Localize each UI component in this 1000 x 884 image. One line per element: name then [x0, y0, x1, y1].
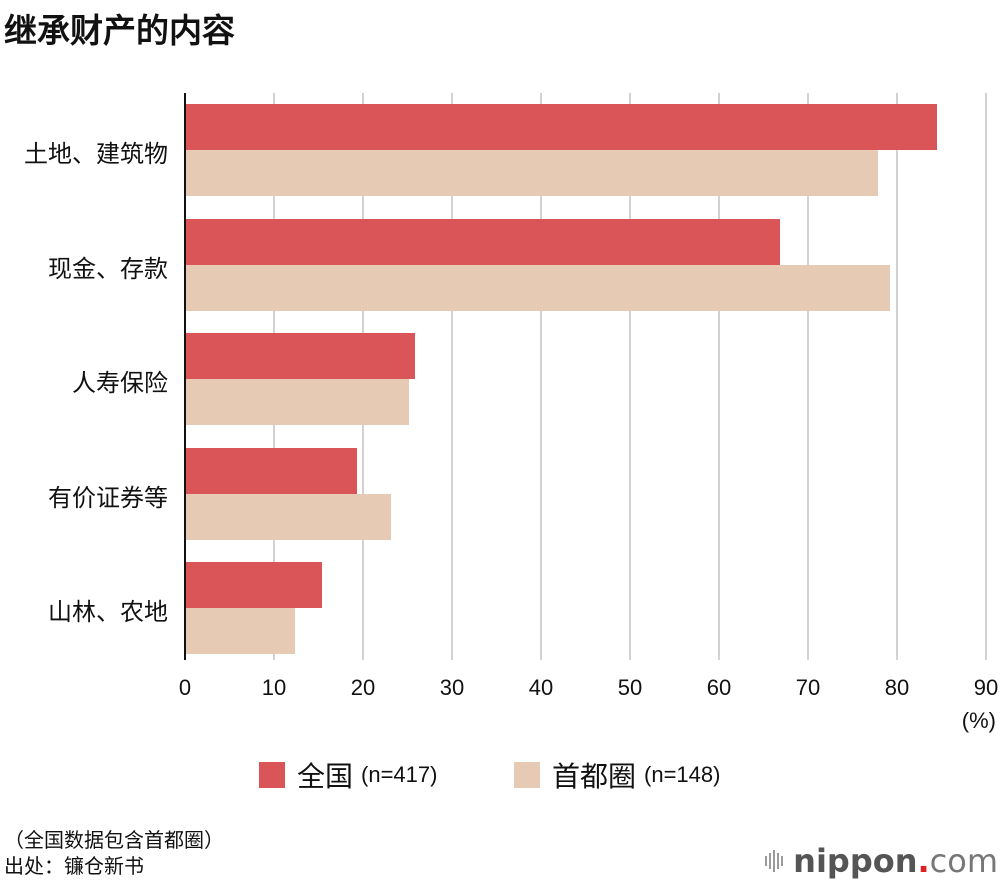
- category-label: 山林、农地: [48, 598, 168, 626]
- soundwave-icon: [765, 850, 785, 872]
- x-tick-label: 20: [350, 675, 376, 700]
- gridline: [807, 93, 809, 660]
- bar-capital-region: [186, 150, 879, 196]
- gridline: [540, 93, 542, 660]
- x-tick-label: 0: [178, 675, 192, 700]
- gridline: [985, 93, 987, 660]
- gridline: [451, 93, 453, 660]
- legend-sample-size: (n=148): [644, 762, 721, 787]
- bar-capital-region: [186, 379, 410, 425]
- x-tick-label: 30: [439, 675, 465, 700]
- gridline: [896, 93, 898, 660]
- category-label: 土地、建筑物: [24, 140, 168, 168]
- chart-legend: 全国 (n=417) 首都圈 (n=148): [0, 755, 1000, 795]
- bar-national: [186, 104, 938, 150]
- x-tick-label: 80: [884, 675, 910, 700]
- x-tick-label: 50: [617, 675, 643, 700]
- footnote: （全国数据包含首都圈）: [4, 828, 224, 852]
- category-label: 有价证券等: [48, 483, 168, 512]
- legend-item-national: 全国 (n=417): [259, 755, 437, 795]
- legend-sample-size: (n=417): [361, 762, 438, 787]
- legend-label: 首都圈: [552, 760, 637, 793]
- gridline: [629, 93, 631, 660]
- x-tick-label: 90: [973, 675, 999, 700]
- nippon-logo: nippon. com: [765, 842, 998, 880]
- bar-national: [186, 333, 415, 379]
- x-tick-label: 70: [795, 675, 821, 700]
- category-label: 人寿保险: [72, 369, 168, 397]
- source-note: 出处：镰仓新书: [4, 854, 144, 878]
- bar-national: [186, 447, 357, 494]
- legend-swatch: [259, 762, 285, 788]
- legend-swatch: [514, 762, 540, 788]
- axis-unit-label: (%): [961, 708, 996, 733]
- gridline: [718, 93, 720, 660]
- y-axis-line: [184, 93, 186, 660]
- legend-item-capital-region: 首都圈 (n=148): [514, 755, 720, 795]
- bar-capital-region: [186, 264, 890, 311]
- bar-national: [186, 562, 323, 608]
- chart-title: 继承财产的内容: [4, 11, 235, 50]
- bar-capital-region: [186, 493, 391, 540]
- bar-capital-region: [186, 608, 295, 654]
- x-tick-label: 60: [706, 675, 732, 700]
- category-label: 现金、存款: [48, 254, 168, 283]
- x-tick-label: 10: [261, 675, 287, 700]
- legend-label: 全国: [297, 760, 354, 793]
- x-tick-label: 40: [528, 675, 554, 700]
- bar-national: [186, 218, 780, 265]
